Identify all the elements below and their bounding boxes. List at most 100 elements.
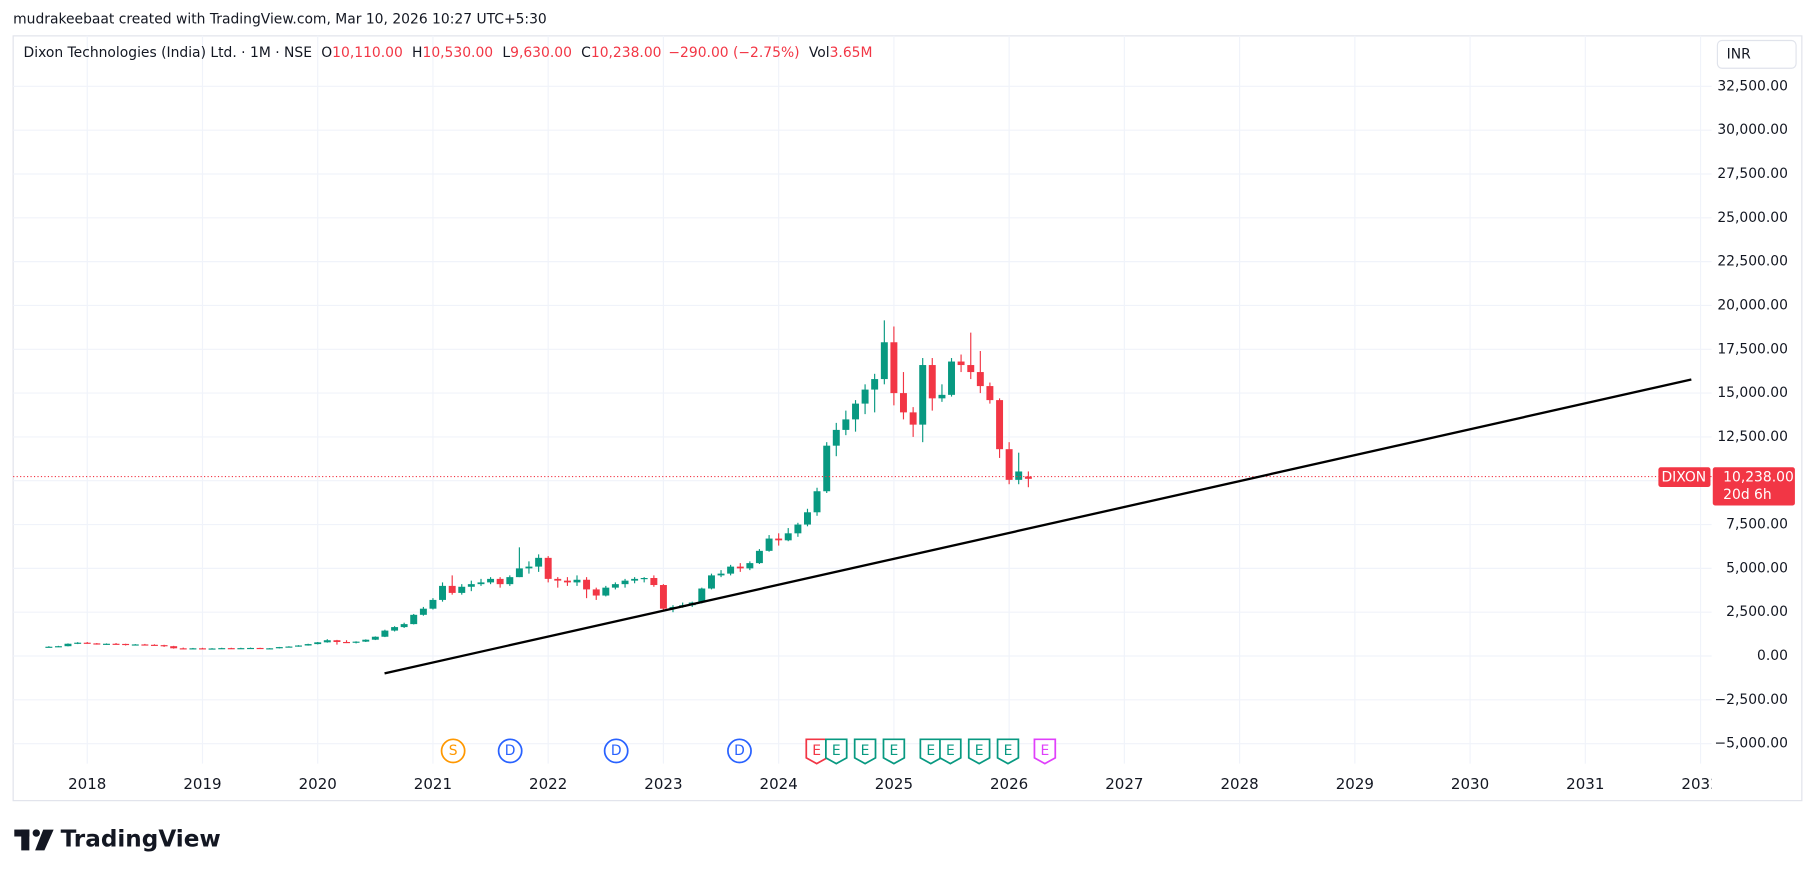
candle-body [227,648,235,650]
currency-button[interactable]: INR [1727,46,1751,62]
candle-body [880,342,888,380]
candle-body [832,429,840,446]
field-key: O [321,45,332,61]
x-tick-label: 2028 [1220,775,1258,793]
event-marker: E [996,738,1020,765]
logo-text: TradingView [61,826,221,852]
candle-body [304,644,312,646]
event-label: E [926,743,935,759]
candle-body [996,400,1004,450]
y-tick-label: 2,500.00 [1726,604,1788,620]
price-tag-bg [1712,467,1795,506]
event-label: E [812,743,821,759]
candle-body [957,361,965,366]
event-marker: D [727,738,752,764]
candle-body [928,365,936,399]
candle-body [218,648,226,650]
event-shape [603,738,629,764]
candle-body [890,342,898,394]
candle-body [294,645,302,647]
candle-body [237,648,245,650]
event-marker: E [1033,738,1057,765]
countdown: 20d 6h [1723,487,1772,503]
candle-body [103,643,110,645]
x-tick-label: 2032 [1681,775,1719,793]
logo-mark [21,829,30,851]
candle-body [967,365,975,373]
candle-body [266,648,274,650]
candle-body [448,585,456,593]
event-marker: D [603,738,629,764]
event-label: D [505,743,516,759]
candle-body [467,584,475,587]
event-label: E [1040,743,1049,759]
candle-body [525,566,533,569]
x-tick-label: 2031 [1566,775,1604,793]
candle-body [1024,476,1032,479]
candle-body [323,640,331,643]
candle-body [544,557,552,579]
x-tick-label: 2019 [183,775,221,793]
candle-body [429,599,437,609]
candle-body [794,524,802,534]
y-tick-label: 27,500.00 [1717,166,1788,182]
candle-body [948,361,955,395]
x-tick-label: 2018 [68,775,106,793]
candle-body [179,648,187,650]
event-label: E [975,743,984,759]
candle-body [285,646,293,648]
candle-body [602,587,610,596]
event-label: E [890,743,899,759]
credit: mudrakeebaat created with TradingView.co… [13,12,547,28]
change: −290.00 (−2.75%) [668,45,799,61]
y-tick-label: 25,000.00 [1717,210,1788,226]
candle-body [708,575,715,589]
field-value: 10,238.00 [591,45,662,61]
event-shape [727,738,752,764]
field-value: 9,630.00 [510,45,572,61]
event-marker: E [967,738,991,765]
candle-body [256,647,264,650]
currency-button-bg [1716,39,1797,69]
candle-body [83,642,91,644]
candle-body [631,578,639,581]
event-marker: E [824,738,848,765]
x-tick-label: 2020 [299,775,337,793]
candle-body [458,586,466,593]
event-marker: S [440,738,466,764]
x-tick-label: 2030 [1451,775,1489,793]
candle-body [1015,471,1023,480]
candle-body [371,636,379,640]
candle-body [189,648,197,650]
candle-body [515,568,523,578]
candle-body [362,639,370,642]
event-shape [882,738,906,765]
candle-body [554,578,562,581]
field-key: C [581,45,591,61]
candle-body [112,643,120,645]
x-tick-label: 2029 [1336,775,1374,793]
candle-body [573,579,581,583]
candle-body [54,646,62,648]
event-marker: E [939,738,962,765]
price-tag: 10,238.00 [1723,470,1794,486]
candle-body [496,578,504,585]
candle-body [150,644,158,646]
event-shape [1033,738,1057,765]
event-label: E [832,743,841,759]
y-tick-label: −5,000.00 [1715,736,1788,752]
candle-body [842,419,850,430]
x-tick-label: 2026 [990,775,1028,793]
event-label: D [611,743,622,759]
y-tick-label: 17,500.00 [1717,341,1788,357]
candle-body [381,630,389,637]
axes: Dixon Technologies (India) Ltd. · 1M · N… [24,37,1801,800]
candle-body [986,386,994,401]
symbol-tag: DIXON [1661,470,1706,486]
candle-body [909,412,917,425]
candle-body [583,579,591,590]
event-shape [919,738,943,765]
candle-body [400,624,408,628]
